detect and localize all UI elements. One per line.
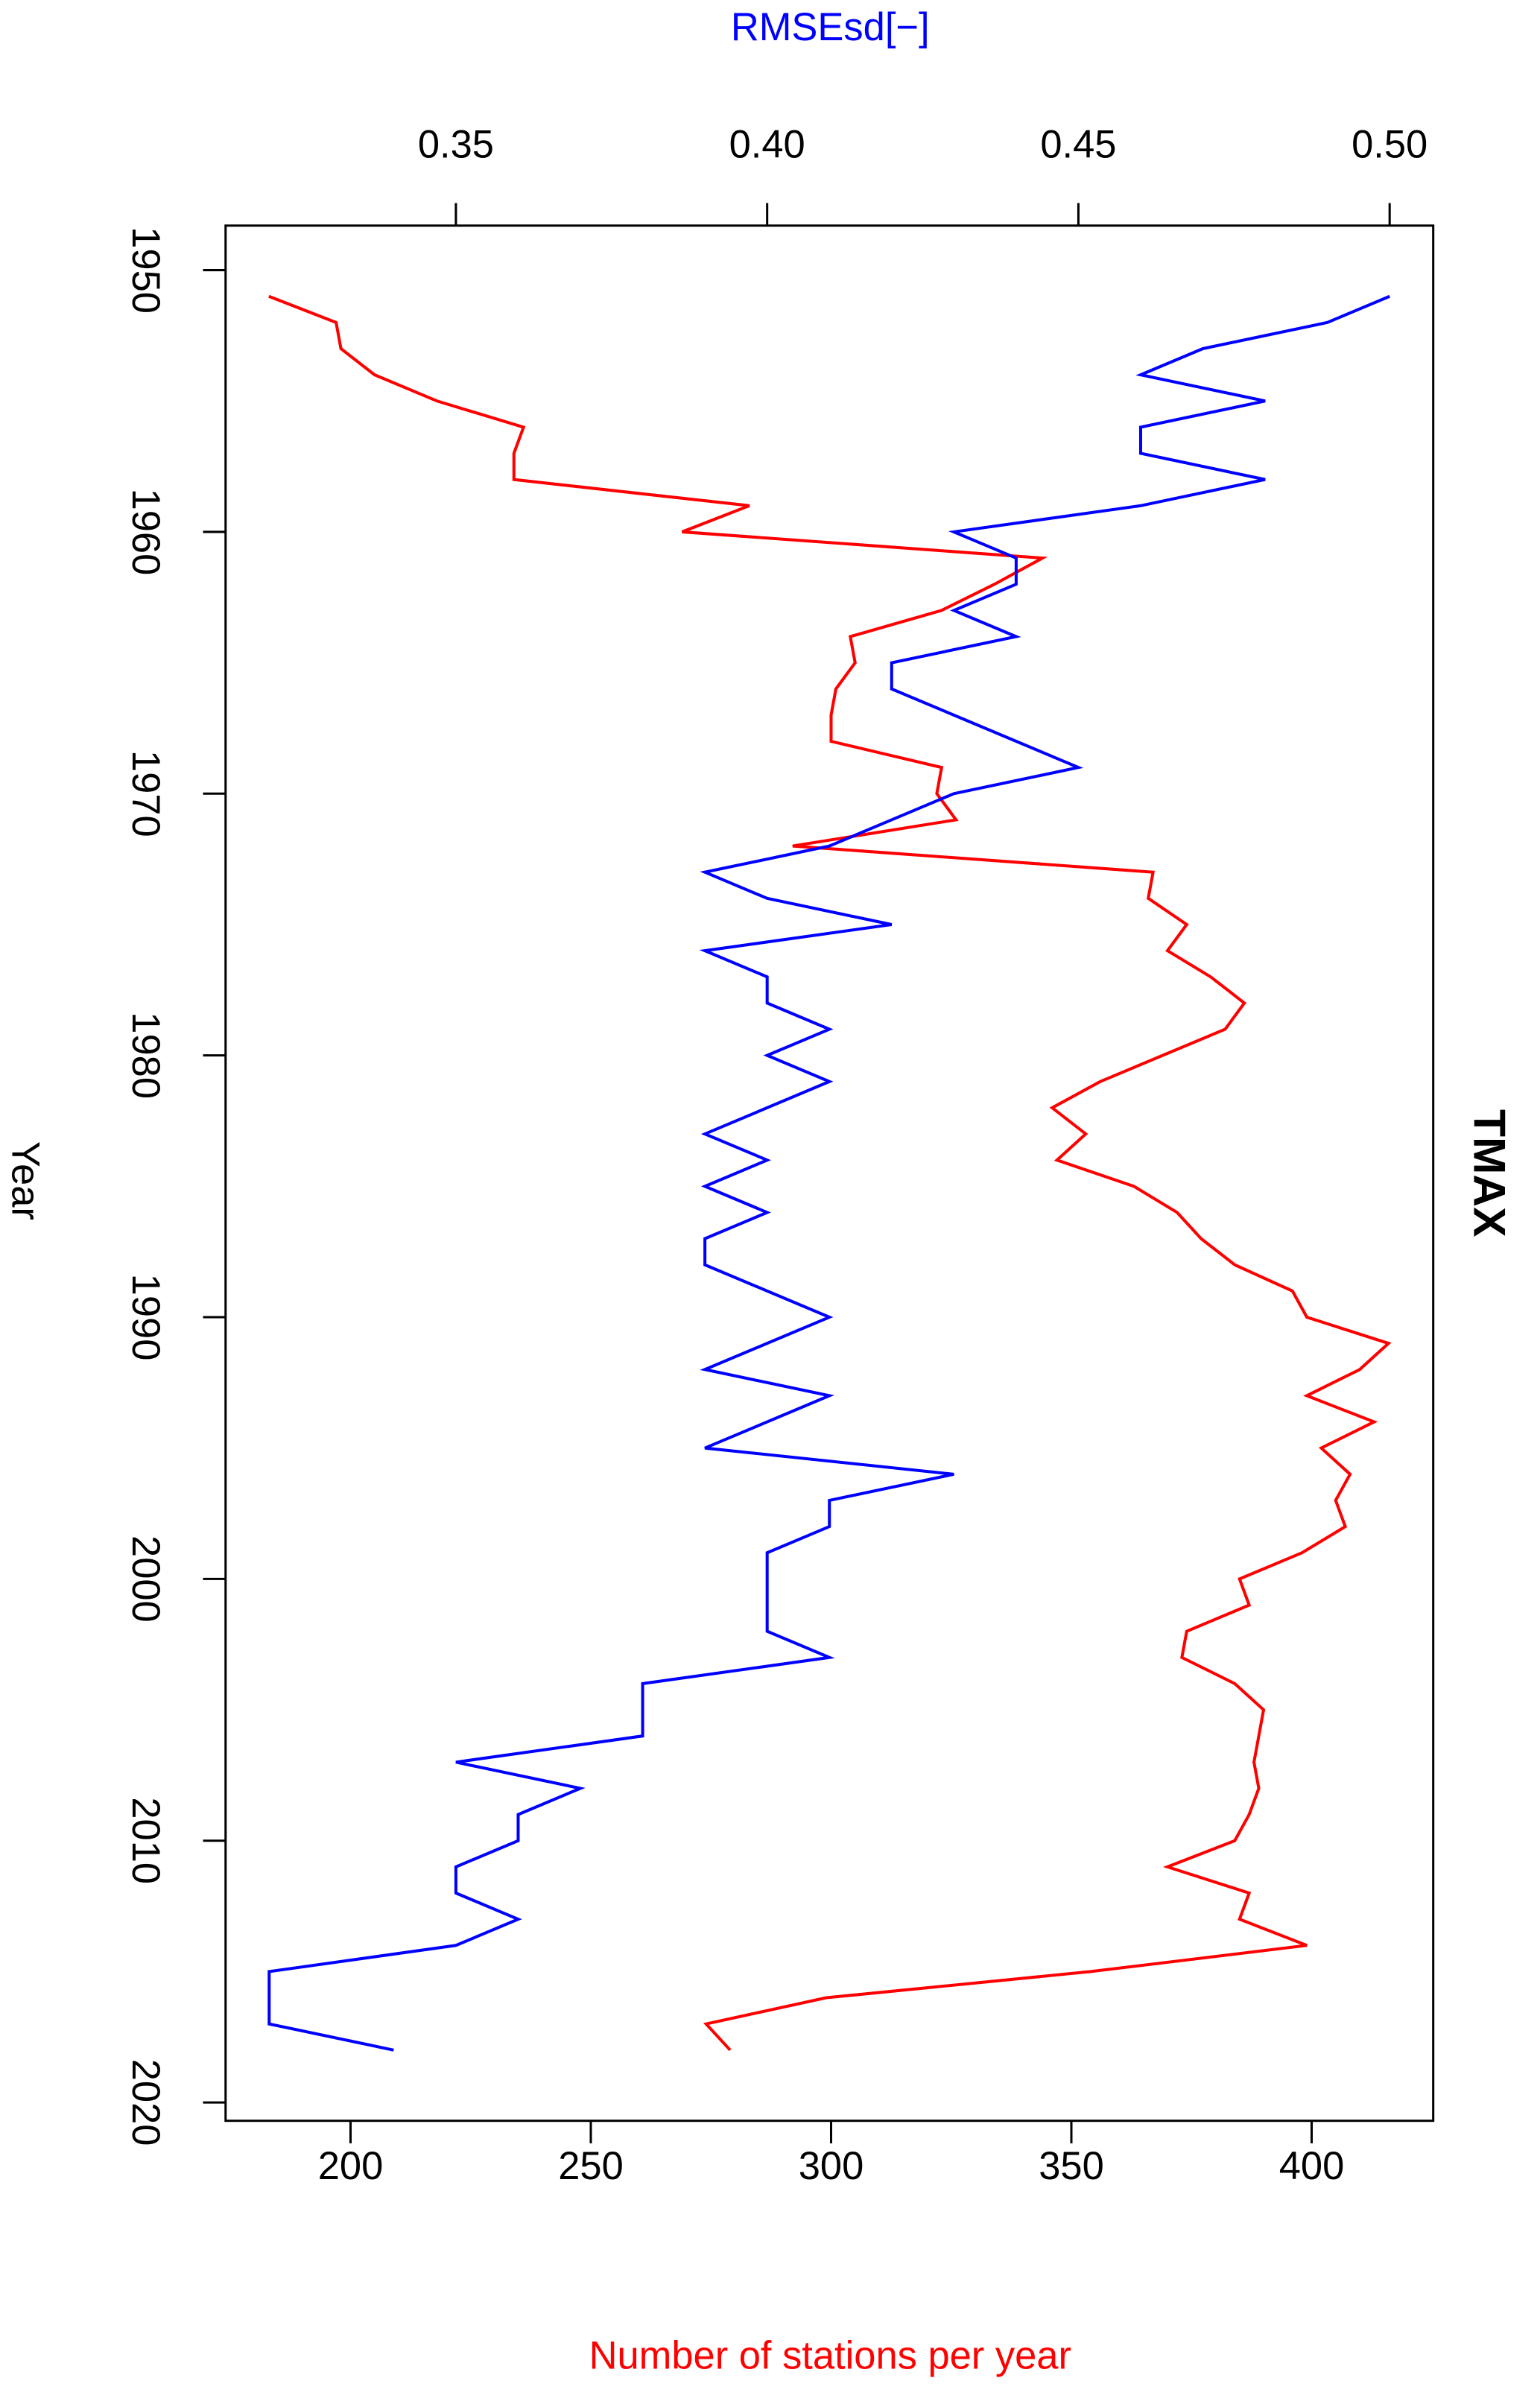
x-tick-label: 2000: [124, 1535, 168, 1623]
y-tick-label: 250: [558, 2144, 624, 2188]
y-tick-label: 400: [1279, 2144, 1345, 2188]
x-axis-title: Year: [3, 1141, 47, 1220]
y2-tick-label: 0.45: [1040, 123, 1116, 167]
x-tick-label: 2010: [124, 1797, 168, 1884]
y2-axis-title: RMSEsd[−]: [731, 5, 930, 49]
x-tick-label: 2020: [124, 2059, 168, 2146]
data-line: [267, 294, 1390, 2052]
y2-tick-label: 0.50: [1352, 123, 1427, 167]
x-tick-label: 1950: [124, 226, 168, 314]
chart-title: TMAX: [1464, 1109, 1515, 1237]
y-tick-label: 300: [799, 2144, 864, 2188]
x-tick-label: 1970: [124, 750, 168, 837]
y-tick-label: 200: [318, 2144, 384, 2188]
x-tick-label: 1980: [124, 1012, 168, 1099]
y2-tick-label: 0.40: [729, 123, 805, 167]
y-axis-title: Number of stations per year: [589, 2334, 1071, 2378]
y-tick-label: 350: [1039, 2144, 1104, 2188]
x-tick-label: 1990: [124, 1274, 168, 1361]
data-line: [268, 294, 1392, 2052]
plot-frame: [224, 224, 1435, 2123]
y2-tick-label: 0.35: [418, 123, 494, 167]
x-tick-label: 1960: [124, 489, 168, 576]
